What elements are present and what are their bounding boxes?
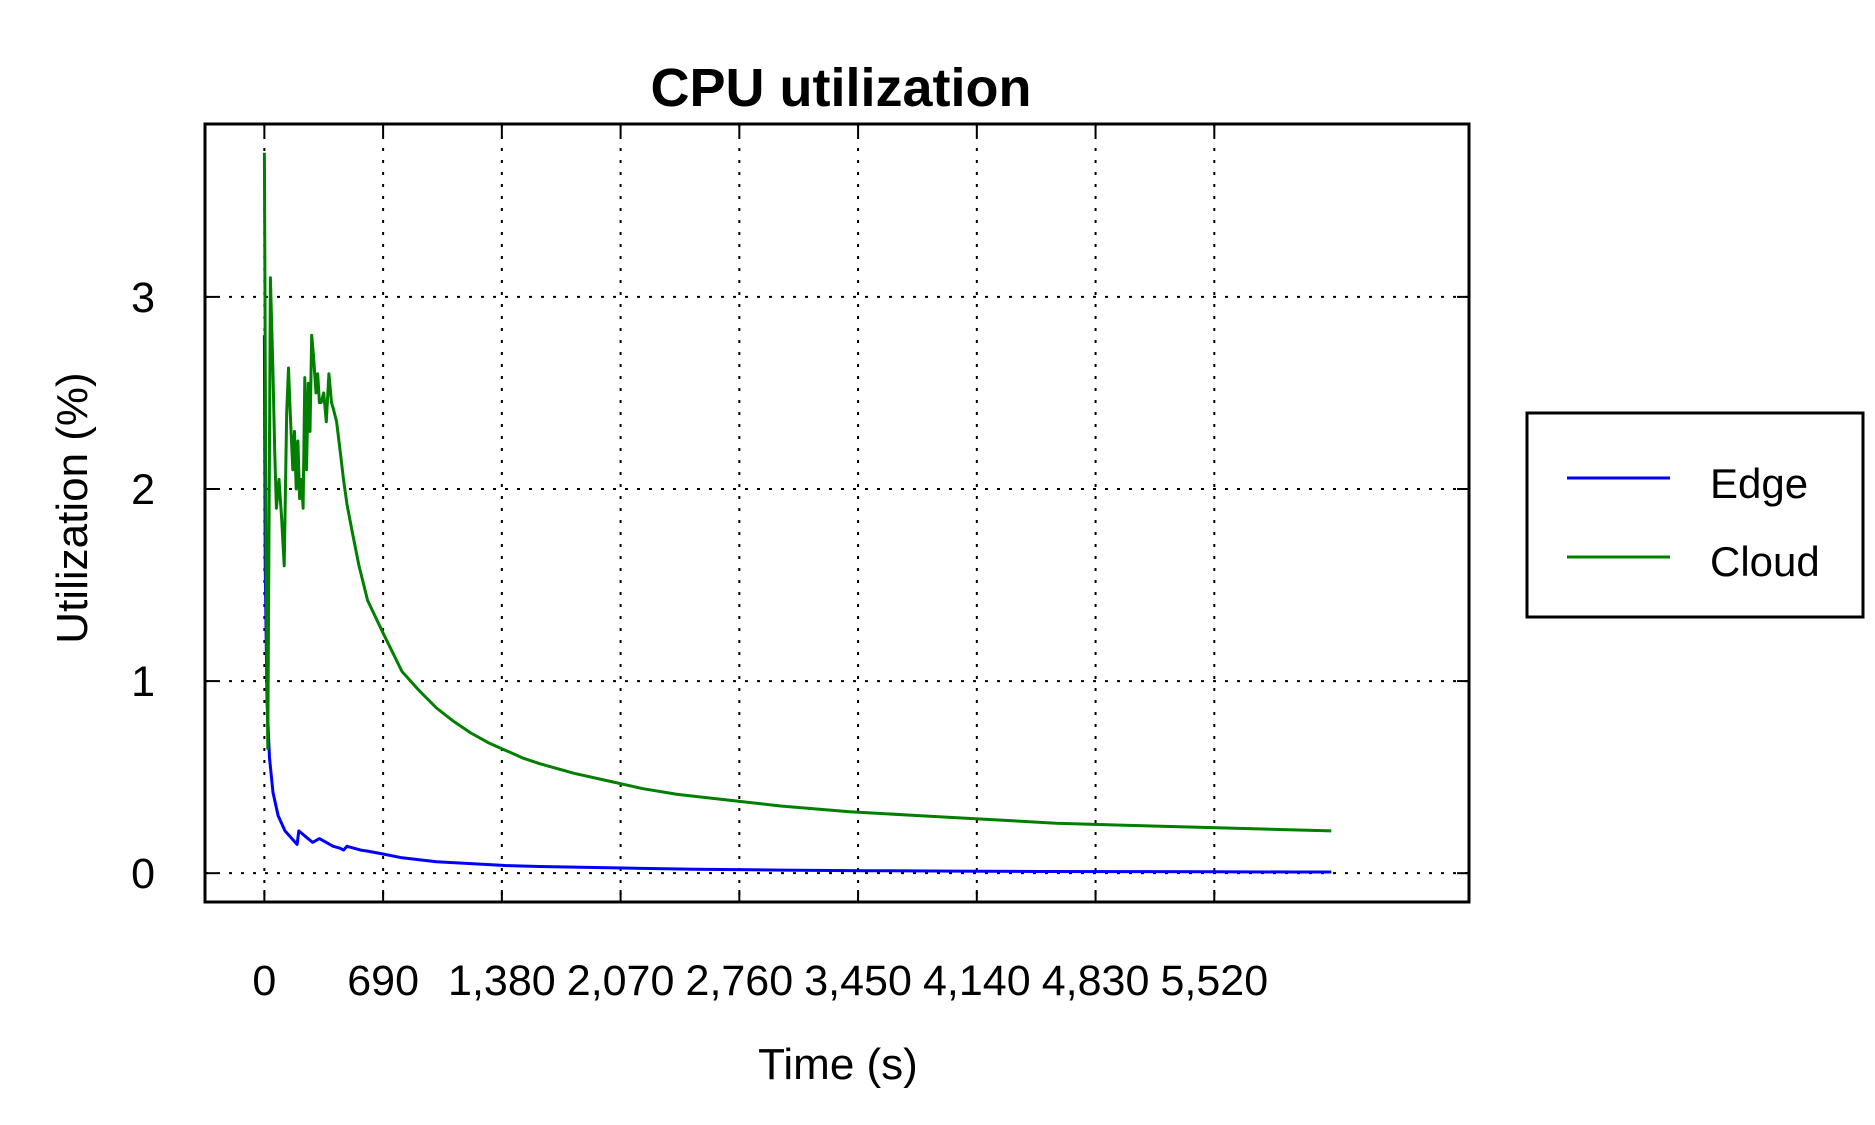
series-line-edge [262, 335, 1332, 874]
y-tick-label: 2 [131, 466, 155, 514]
legend-label-cloud: Cloud [1710, 538, 1820, 585]
x-tick-label: 5,520 [1161, 957, 1269, 1005]
chart-title: CPU utilization [651, 58, 1032, 118]
series-line-cloud [262, 152, 1332, 833]
x-tick-label: 1,380 [448, 957, 556, 1005]
x-tick-label: 3,450 [804, 957, 912, 1005]
legend-box [1525, 411, 1865, 619]
x-tick-label: 690 [347, 957, 419, 1005]
plot-frame [203, 122, 1471, 904]
x-tick-label: 4,830 [1042, 957, 1150, 1005]
grid-lines [205, 124, 1469, 902]
y-tick-label: 0 [131, 850, 155, 898]
y-tick-label: 3 [131, 274, 155, 322]
y-tick-label: 1 [131, 658, 155, 706]
axis-ticks: 0 690 1,380 2,070 2,760 3,450 4,140 4,830 5,520 0… [131, 124, 1469, 1005]
x-tick-label: 2,070 [567, 957, 675, 1005]
data-series [262, 152, 1332, 874]
legend: Edge Cloud [1525, 411, 1865, 619]
x-axis-label: Time (s) [758, 1040, 918, 1089]
legend-label-edge: Edge [1710, 460, 1808, 507]
x-tick-label: 4,140 [923, 957, 1031, 1005]
y-axis-label: Utilization (%) [48, 372, 97, 643]
x-tick-label: 2,760 [686, 957, 794, 1005]
x-tick-label: 0 [252, 957, 276, 1005]
